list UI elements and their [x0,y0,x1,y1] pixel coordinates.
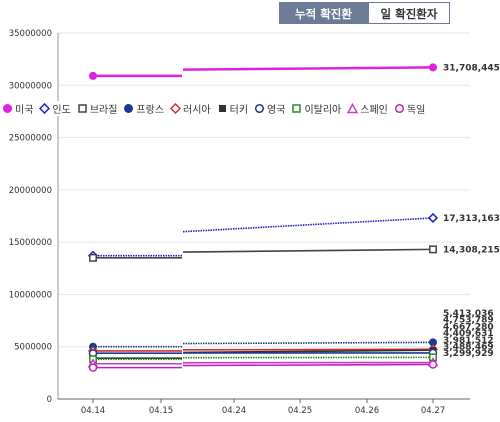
legend-marker-icon [39,103,51,114]
data-label: 5,413,036 [443,309,494,319]
series-line [182,348,434,351]
data-label: 4,409,631 [443,329,494,339]
x-tick-label: 04.26 [355,406,379,416]
series-line [182,248,434,253]
legend-label: 브라질 [89,105,118,116]
legend-item[interactable]: 미국 [2,101,33,116]
chart-legend: 미국 인도 브라질 프랑스 러시아 터키 영국 이탈리아 스페인 독일 [2,101,432,116]
data-label: 3,299,929 [443,349,494,359]
legend-marker-icon [3,104,12,113]
legend-item[interactable]: 영국 [254,101,285,116]
data-point [89,253,97,262]
x-tick-label: 04.15 [149,406,173,416]
legend-label: 스페인 [360,105,388,116]
tab-cumulative-cases[interactable]: 누적 확진환자 [279,2,368,43]
legend-label: 영국 [267,105,286,116]
x-tick-label: 04.27 [421,406,445,416]
x-tick-label: 04.25 [288,406,312,416]
data-label: 14,308,215 [443,245,500,255]
series-line [182,217,434,233]
y-tick-label: 20000000 [9,186,52,196]
legend-item[interactable]: 이탈리아 [291,101,341,116]
y-tick-label: 35000000 [9,29,52,39]
legend-marker-icon [254,103,265,114]
legend-item[interactable]: 인도 [39,101,71,116]
y-tick-label: 30000000 [9,81,52,91]
legend-item[interactable]: 러시아 [170,101,211,116]
tab-group: 누적 확진환자 일 확진환자 [279,2,450,43]
data-point [429,338,437,347]
series-line [182,349,434,354]
legend-marker-icon [170,103,182,114]
legend-label: 프랑스 [136,105,165,116]
legend-label: 독일 [406,105,426,116]
legend-marker-icon [292,104,302,113]
series-line [182,66,434,71]
series-line [182,341,434,345]
legend-label: 터키 [229,105,249,116]
data-label: 17,313,163 [443,214,500,224]
x-tick-label: 04.24 [222,406,246,416]
data-label: 3,981,512 [443,336,494,346]
y-tick-label: 10000000 [9,290,52,300]
legend-label: 러시아 [183,105,211,116]
data-point [429,63,437,72]
y-tick-label: 0 [47,395,52,405]
x-tick-label: 04.14 [81,406,105,416]
legend-item[interactable]: 프랑스 [123,101,164,116]
data-point [427,212,439,224]
legend-item[interactable]: 터키 [217,101,248,116]
data-point [428,360,438,369]
legend-item[interactable]: 브라질 [77,101,118,116]
legend-marker-icon [394,103,404,114]
tab-daily-cases[interactable]: 일 확진환자 [368,2,450,24]
data-label: 4,753,789 [443,316,494,326]
data-label: 4,667,280 [443,322,494,332]
data-point [89,71,97,80]
legend-label: 미국 [15,105,34,116]
legend-marker-icon [347,103,359,114]
series-line [182,363,434,367]
legend-marker-icon [218,105,226,112]
legend-item[interactable]: 스페인 [347,101,388,116]
y-tick-label: 5000000 [14,343,52,353]
legend-label: 이탈리아 [304,105,342,116]
y-tick-label: 25000000 [9,134,52,144]
legend-item[interactable]: 독일 [394,101,425,116]
legend-label: 인도 [52,105,71,116]
data-label: 31,708,445 [443,63,500,73]
data-point [88,363,98,372]
data-point [429,245,437,254]
legend-marker-icon [124,104,134,113]
y-tick-label: 15000000 [9,238,52,248]
data-label: 3,488,469 [443,343,494,353]
legend-marker-icon [78,104,87,113]
